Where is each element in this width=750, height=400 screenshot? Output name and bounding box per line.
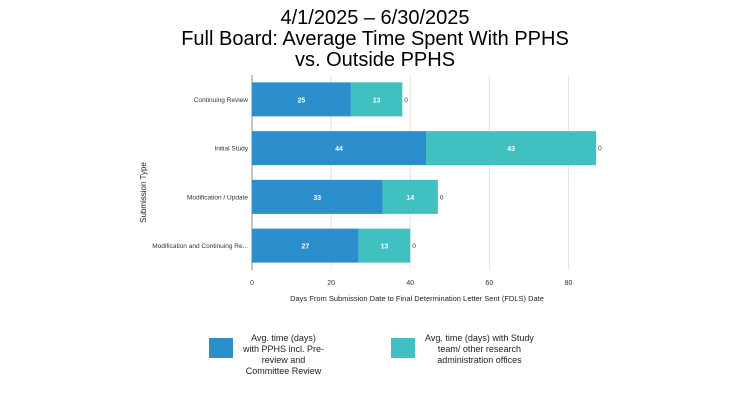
legend: Avg. time (days) with PPHS incl. Pre-revi… [0, 333, 750, 393]
bar-segment [426, 131, 597, 166]
legend-pphs-line: review and [261, 355, 306, 365]
bar-chart: 0 20 40 60 80 Continuing Review 25 13 0 Initial S… [139, 75, 602, 303]
title-line-2: Full Board: Average Time Spent With PPHS [181, 28, 569, 50]
legend-pphs-line: Avg. time (days) [251, 333, 316, 343]
category-label: Continuing Review [194, 97, 249, 104]
legend-pphs-line: with PPHS incl. Pre- [243, 344, 325, 354]
bar-segment [252, 82, 351, 117]
bar-end-label: 0 [440, 194, 444, 201]
x-tick-label: 0 [250, 280, 254, 287]
legend-pphs-line: Committee Review [245, 366, 322, 376]
legend-swatch-pphs [209, 338, 233, 358]
legend-study-line: team/ other research [437, 344, 521, 354]
x-tick-label: 80 [565, 280, 573, 287]
chart-title: 4/1/2025 – 6/30/2025 Full Board: Average… [0, 8, 750, 71]
legend-label-pphs: Avg. time (days) with PPHS incl. Pre-revi… [243, 333, 324, 377]
title-line-3: vs. Outside PPHS [294, 49, 456, 71]
x-tick-label: 60 [485, 280, 493, 287]
legend-item-pphs: Avg. time (days) with PPHS incl. Pre-revi… [209, 333, 324, 377]
bar-end-label: 0 [598, 146, 602, 153]
category-label: Modification and Continuing Re... [152, 243, 248, 250]
bar-segment [350, 82, 403, 117]
legend-study-line: administration offices [437, 355, 522, 365]
category-label: Initial Study [214, 146, 248, 153]
bar-value-label: 27 [302, 244, 310, 251]
bar-segment [252, 179, 383, 214]
bar-value-label: 43 [507, 146, 515, 153]
bar-end-label: 0 [412, 243, 416, 250]
bar-value-label: 33 [313, 195, 321, 202]
bar-segment [252, 228, 359, 263]
bar-value-label: 14 [406, 195, 414, 202]
bar-segment [252, 131, 427, 166]
title-line-1: 4/1/2025 – 6/30/2025 [280, 7, 470, 29]
legend-label-study-team: Avg. time (days) with Study team/ other r… [425, 333, 534, 366]
bar-value-label: 44 [335, 146, 343, 153]
legend-study-line: Avg. time (days) with Study [425, 333, 534, 343]
legend-item-study-team: Avg. time (days) with Study team/ other r… [391, 333, 534, 366]
x-axis-title: Days From Submission Date to Final Deter… [290, 294, 544, 303]
bar-segment [382, 179, 438, 214]
bar-value-label: 13 [381, 244, 389, 251]
bar-segment [358, 228, 411, 263]
category-label: Modification / Update [187, 194, 248, 201]
x-tick-label: 40 [406, 280, 414, 287]
bar-value-label: 25 [298, 97, 306, 104]
bar-end-label: 0 [404, 97, 408, 104]
legend-swatch-study-team [391, 338, 415, 358]
x-tick-label: 20 [327, 280, 335, 287]
bar-value-label: 13 [373, 97, 381, 104]
y-axis-title: Submission Type [139, 162, 148, 223]
